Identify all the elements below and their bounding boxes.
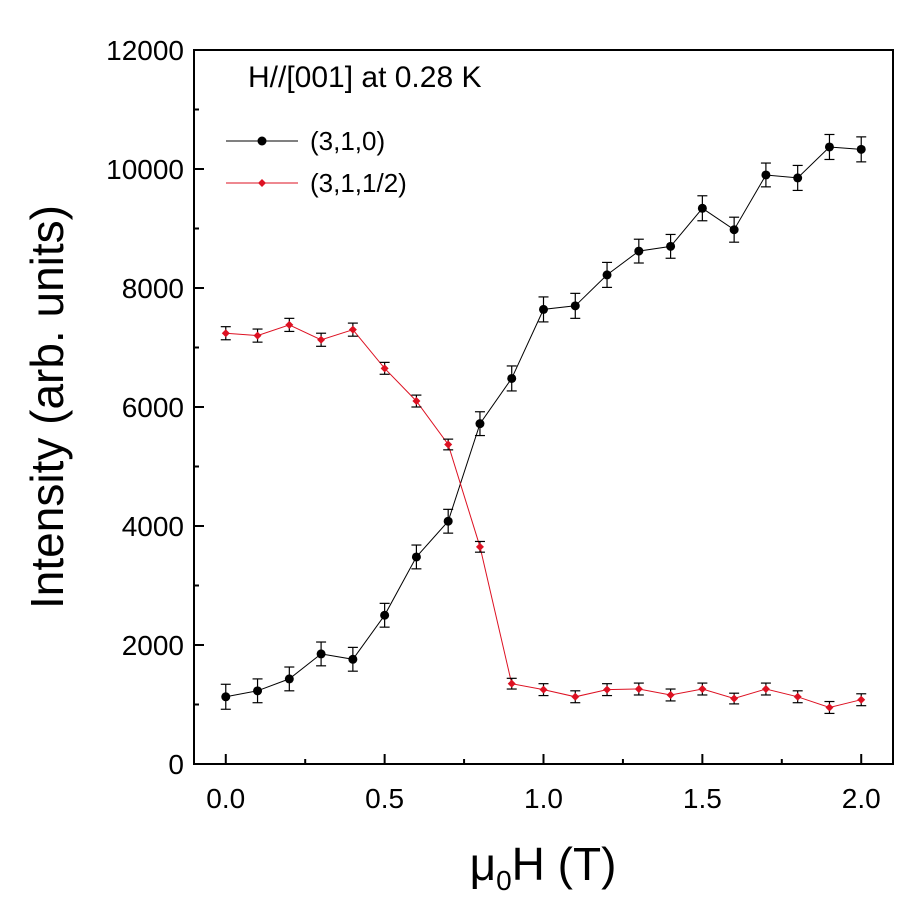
x-axis-title-rest: H (T) (512, 838, 617, 890)
x-axis-title-subscript: 0 (496, 865, 512, 896)
y-axis-ticks: 0 2000 4000 6000 8000 10000 12000 (106, 35, 204, 780)
data-point (475, 419, 485, 429)
x-tick-label: 1.0 (524, 783, 563, 814)
data-point (824, 142, 834, 152)
legend: (3,1,0) (3,1,1/2) (226, 126, 407, 198)
legend-label: (3,1,1/2) (310, 168, 407, 198)
x-tick-label: 2.0 (842, 783, 881, 814)
x-tick-label: 1.5 (683, 783, 722, 814)
data-point (284, 674, 294, 684)
series-1 (220, 317, 867, 715)
data-point (698, 685, 707, 694)
data-point (348, 325, 357, 334)
data-point (221, 692, 231, 702)
legend-marker (257, 136, 267, 146)
data-point (571, 692, 580, 701)
data-point (729, 225, 739, 235)
data-point (317, 335, 326, 344)
y-tick-label: 10000 (106, 154, 184, 185)
data-point (793, 692, 802, 701)
data-point (793, 173, 803, 183)
x-tick-label: 0.0 (206, 783, 245, 814)
data-point (856, 144, 866, 154)
data-point (666, 690, 675, 699)
data-point (475, 542, 484, 551)
data-point (221, 329, 230, 338)
data-point (412, 397, 421, 406)
x-axis-ticks: 0.0 0.5 1.0 1.5 2.0 (206, 754, 881, 814)
data-point (285, 320, 294, 329)
data-point (857, 695, 866, 704)
data-point (380, 610, 390, 620)
data-point (761, 170, 771, 180)
y-tick-label: 4000 (122, 511, 184, 542)
data-point (507, 679, 516, 688)
data-point (443, 516, 453, 526)
data-point (602, 270, 612, 280)
plot-frame (193, 49, 894, 765)
series-line (225, 146, 862, 698)
y-tick-label: 8000 (122, 273, 184, 304)
data-point (253, 331, 262, 340)
legend-label: (3,1,0) (310, 126, 385, 156)
data-point (539, 304, 548, 314)
y-tick-label: 2000 (122, 630, 184, 661)
legend-marker (258, 179, 266, 187)
chart-annotation: H//[001] at 0.28 K (248, 61, 481, 94)
y-tick-label: 0 (168, 749, 184, 780)
data-point (380, 364, 389, 373)
y-tick-label: 12000 (106, 35, 184, 66)
x-tick-label: 0.5 (365, 783, 404, 814)
data-point (348, 654, 358, 664)
series-layer (220, 133, 867, 715)
data-point (603, 685, 612, 694)
data-point (761, 685, 770, 694)
data-point (444, 440, 453, 449)
data-point (539, 685, 548, 694)
data-point (825, 703, 834, 712)
y-tick-label: 6000 (122, 392, 184, 423)
data-point (666, 241, 676, 251)
data-point (411, 552, 421, 562)
data-point (634, 685, 643, 694)
data-point (634, 246, 644, 256)
data-point (570, 301, 580, 311)
x-axis-title-main: μ (470, 838, 497, 890)
data-point (507, 373, 517, 383)
y-axis-title: Intensity (arb. units) (21, 205, 73, 609)
data-point (316, 649, 326, 659)
series-0 (220, 133, 867, 710)
data-point (697, 203, 707, 213)
data-point (730, 694, 739, 703)
data-point (253, 686, 263, 696)
x-axis-title: μ0H (T) (470, 838, 617, 896)
